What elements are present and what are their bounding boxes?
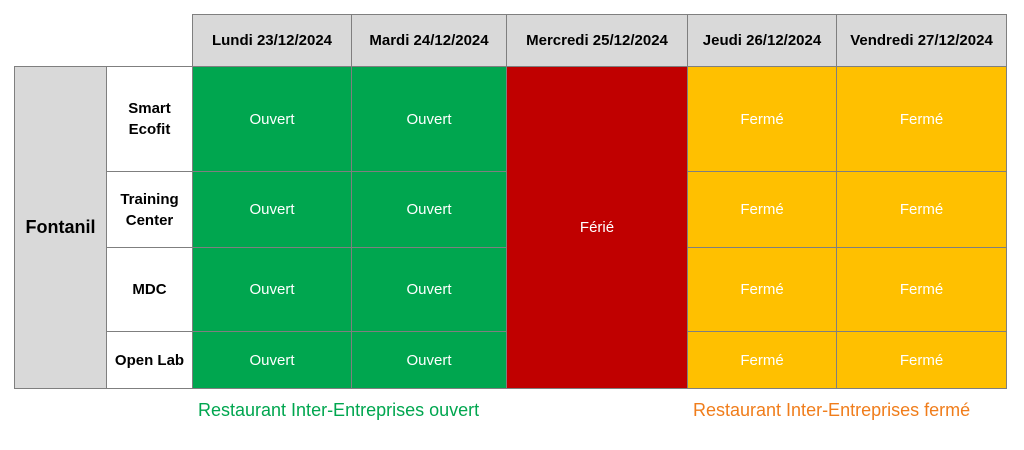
status-cell-open: Ouvert [351,247,507,332]
header-row: Lundi 23/12/2024 Mardi 24/12/2024 Mercre… [14,14,1007,67]
status-cell-closed: Fermé [687,66,837,172]
status-cell-open: Ouvert [192,247,352,332]
day-header-friday: Vendredi 27/12/2024 [836,14,1007,67]
day-header-monday: Lundi 23/12/2024 [192,14,352,67]
status-cell-open: Ouvert [351,171,507,248]
status-cell-open: Ouvert [192,66,352,172]
table-row: MDC Ouvert Ouvert Fermé Fermé [15,247,1007,332]
building-smart-ecofit: Smart Ecofit [106,66,193,172]
building-mdc: MDC [106,247,193,332]
building-training-center: Training Center [106,171,193,248]
site-label: Fontanil [14,66,107,389]
status-cell-open: Ouvert [192,171,352,248]
status-cell-holiday: Férié [506,66,688,389]
status-cell-closed: Fermé [836,331,1007,389]
legend-closed: Restaurant Inter-Entreprises fermé [693,400,971,420]
schedule-table: Lundi 23/12/2024 Mardi 24/12/2024 Mercre… [14,14,1007,389]
table-row: Fontanil Smart Ecofit Ouvert Ouvert Féri… [14,66,1007,389]
status-cell-closed: Fermé [836,171,1007,248]
day-header-tuesday: Mardi 24/12/2024 [351,14,507,67]
building-label: Smart Ecofit [128,100,171,138]
status-cell-open: Ouvert [192,331,352,389]
legend-open: Restaurant Inter-Entreprises ouvert [198,400,480,420]
status-cell-closed: Fermé [836,247,1007,332]
status-cell-closed: Fermé [687,331,837,389]
day-header-thursday: Jeudi 26/12/2024 [687,14,837,67]
status-cell-closed: Fermé [836,66,1007,172]
building-label: Training Center [120,190,179,229]
table-row: Open Lab Ouvert Ouvert Fermé Fermé [15,331,1007,389]
status-cell-closed: Fermé [687,247,837,332]
building-open-lab: Open Lab [106,331,193,389]
corner-blank [14,14,193,67]
status-cell-open: Ouvert [351,66,507,172]
status-cell-closed: Fermé [687,171,837,248]
day-header-wednesday: Mercredi 25/12/2024 [506,14,688,67]
status-cell-open: Ouvert [351,331,507,389]
table-row: Training Center Ouvert Ouvert Fermé Ferm… [15,171,1007,248]
